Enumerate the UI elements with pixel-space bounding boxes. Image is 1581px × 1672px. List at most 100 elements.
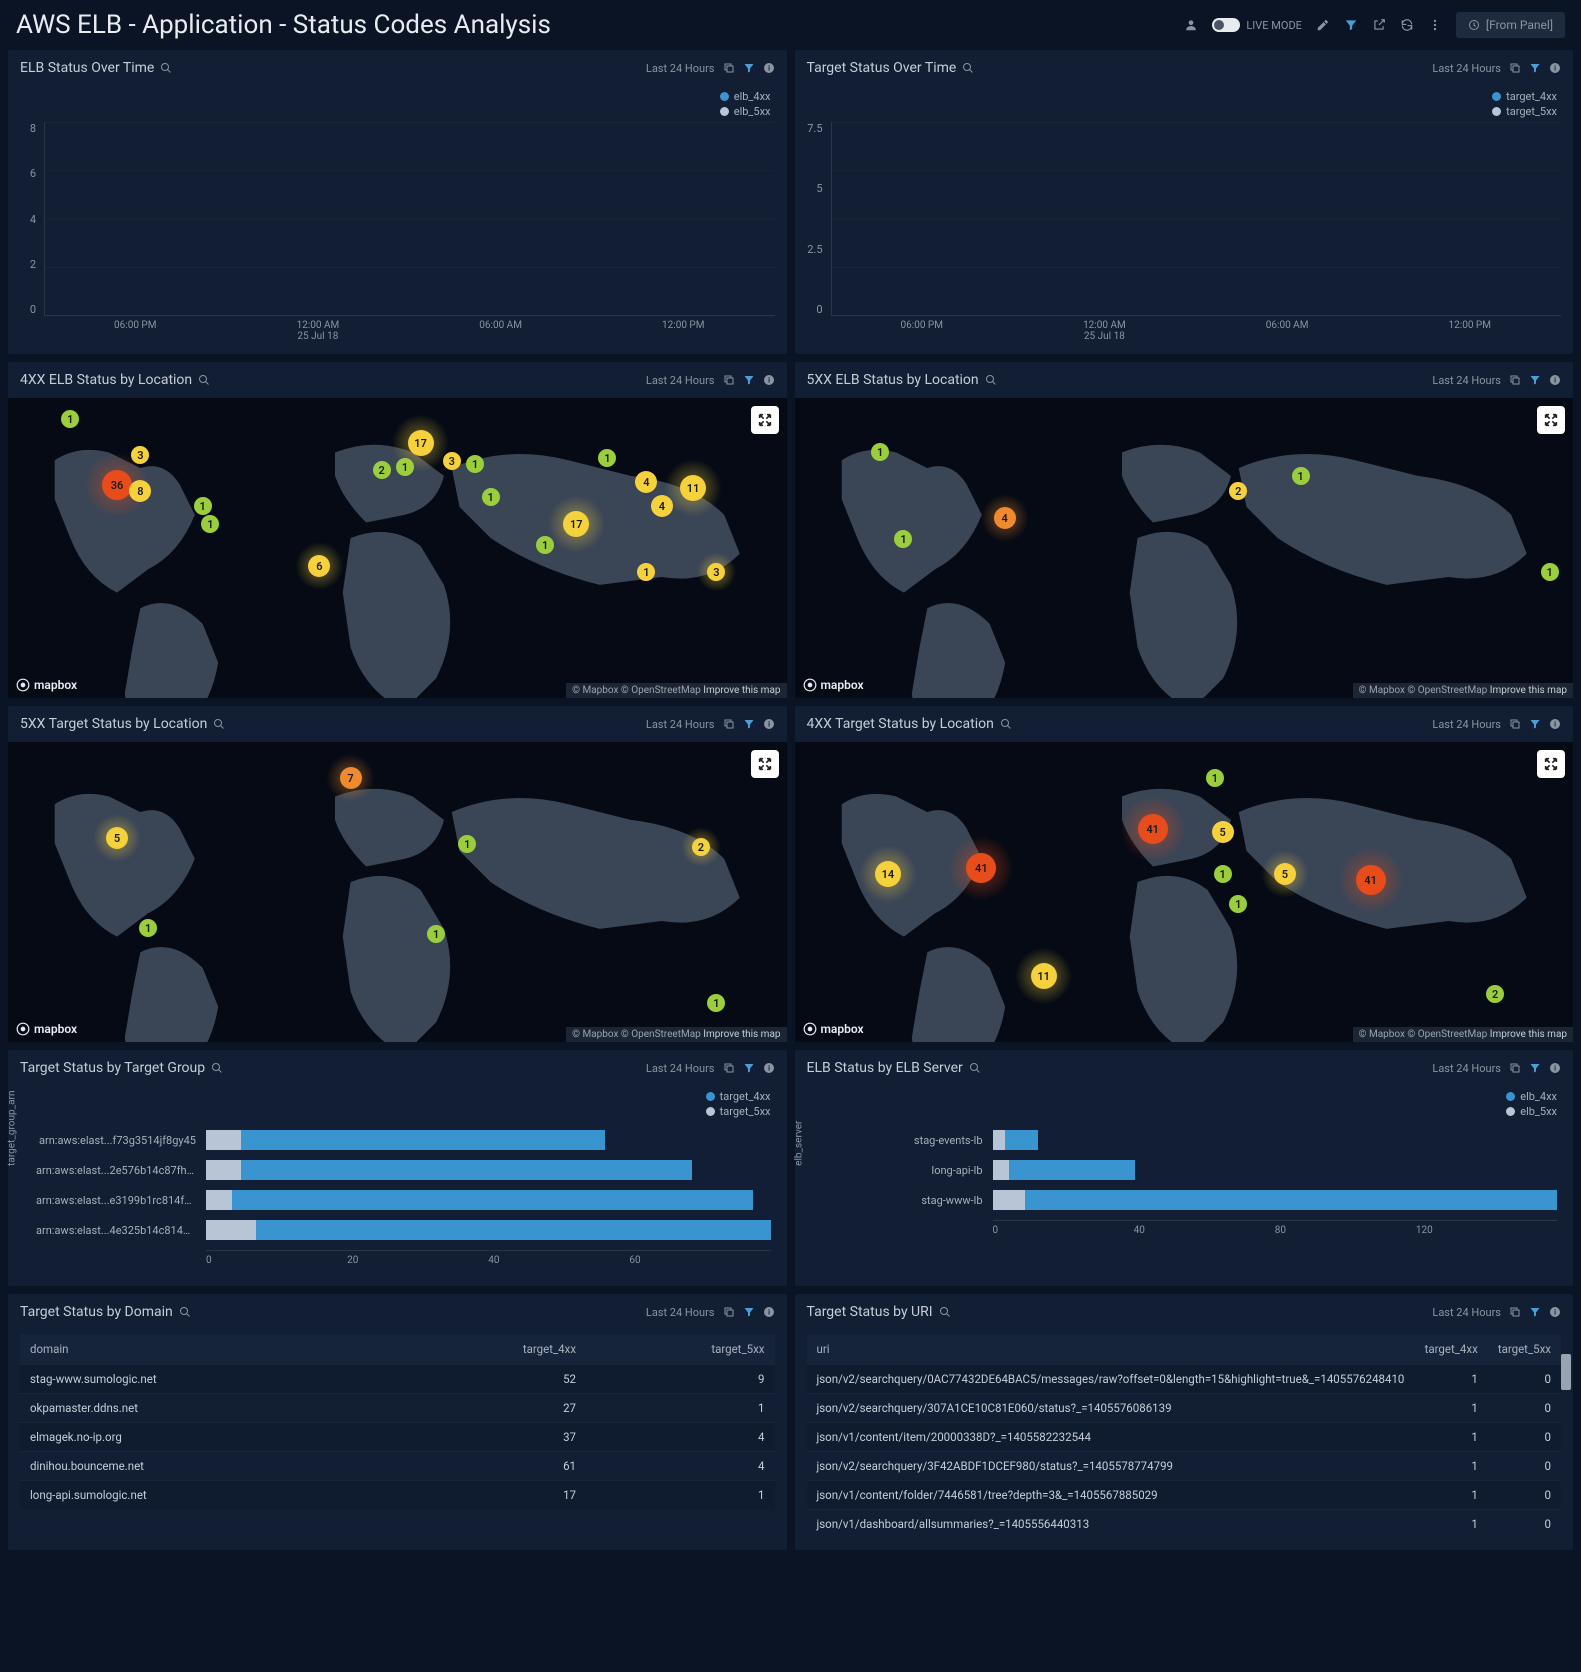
- map-marker[interactable]: 11: [680, 475, 706, 501]
- map-marker[interactable]: 41: [1356, 865, 1386, 895]
- filter-icon[interactable]: [1529, 62, 1541, 74]
- table-header[interactable]: domain: [20, 1334, 398, 1365]
- copy-icon[interactable]: [1509, 62, 1521, 74]
- table-row[interactable]: json/v2/searchquery/3F42ABDF1DCEF980/sta…: [807, 1452, 1562, 1481]
- map-marker[interactable]: 1: [894, 530, 912, 548]
- map-marker[interactable]: 4: [994, 507, 1016, 529]
- map-marker[interactable]: 1: [1206, 769, 1224, 787]
- map-marker[interactable]: 1: [201, 515, 219, 533]
- search-icon[interactable]: [1000, 718, 1012, 730]
- table-header[interactable]: target_4xx: [1415, 1334, 1488, 1365]
- map-marker[interactable]: 1: [139, 919, 157, 937]
- filter-icon[interactable]: [743, 62, 755, 74]
- map-marker[interactable]: 1: [1214, 865, 1232, 883]
- table-row[interactable]: dinihou.bounceme.net614: [20, 1452, 775, 1481]
- copy-icon[interactable]: [1509, 718, 1521, 730]
- table-row[interactable]: okpamaster.ddns.net271: [20, 1394, 775, 1423]
- info-icon[interactable]: i: [763, 374, 775, 386]
- filter-icon[interactable]: [1344, 18, 1358, 32]
- map-marker[interactable]: 1: [637, 563, 655, 581]
- map-marker[interactable]: 5: [1274, 863, 1296, 885]
- map-marker[interactable]: 1: [1229, 895, 1247, 913]
- filter-icon[interactable]: [1529, 374, 1541, 386]
- map-marker[interactable]: 4: [635, 471, 657, 493]
- map-marker[interactable]: 5: [106, 827, 128, 849]
- table-row[interactable]: stag-www.sumologic.net529: [20, 1365, 775, 1394]
- map-widget[interactable]: 1441114115115412 mapbox© Mapbox © OpenSt…: [795, 742, 1574, 1042]
- table-header[interactable]: target_5xx: [586, 1334, 774, 1365]
- map-marker[interactable]: 1: [482, 488, 500, 506]
- refresh-icon[interactable]: [1400, 18, 1414, 32]
- expand-icon[interactable]: [1537, 750, 1565, 778]
- map-marker[interactable]: 1: [598, 449, 616, 467]
- info-icon[interactable]: i: [1549, 62, 1561, 74]
- map-marker[interactable]: 2: [1486, 985, 1504, 1003]
- map-marker[interactable]: 2: [692, 838, 710, 856]
- search-icon[interactable]: [160, 62, 172, 74]
- info-icon[interactable]: i: [1549, 1306, 1561, 1318]
- copy-icon[interactable]: [723, 374, 735, 386]
- live-mode-toggle[interactable]: LIVE MODE: [1212, 18, 1302, 32]
- info-icon[interactable]: i: [1549, 374, 1561, 386]
- map-marker[interactable]: 17: [563, 511, 589, 537]
- map-marker[interactable]: 1: [871, 443, 889, 461]
- map-widget[interactable]: 114211 mapbox© Mapbox © OpenStreetMap Im…: [795, 398, 1574, 698]
- map-marker[interactable]: 3: [443, 452, 461, 470]
- table-row[interactable]: elmagek.no-ip.org374: [20, 1423, 775, 1452]
- search-icon[interactable]: [939, 1306, 951, 1318]
- filter-icon[interactable]: [743, 1062, 755, 1074]
- map-marker[interactable]: 1: [466, 455, 484, 473]
- table-row[interactable]: long-api.sumologic.net171: [20, 1481, 775, 1510]
- edit-icon[interactable]: [1316, 18, 1330, 32]
- filter-icon[interactable]: [1529, 1062, 1541, 1074]
- map-marker[interactable]: 41: [966, 853, 996, 883]
- map-marker[interactable]: 5: [1212, 821, 1234, 843]
- copy-icon[interactable]: [723, 718, 735, 730]
- from-panel-selector[interactable]: [From Panel]: [1456, 12, 1565, 38]
- search-icon[interactable]: [198, 374, 210, 386]
- map-marker[interactable]: 36: [102, 470, 132, 500]
- filter-icon[interactable]: [1529, 718, 1541, 730]
- filter-icon[interactable]: [1529, 1306, 1541, 1318]
- filter-icon[interactable]: [743, 1306, 755, 1318]
- map-marker[interactable]: 41: [1138, 814, 1168, 844]
- scrollbar-thumb[interactable]: [1561, 1354, 1571, 1390]
- map-widget[interactable]: 1336811621173111171441131 mapbox© Mapbox…: [8, 398, 787, 698]
- map-marker[interactable]: 1: [1292, 467, 1310, 485]
- table-row[interactable]: json/v1/dashboard/allsummaries?_=1405556…: [807, 1510, 1562, 1539]
- info-icon[interactable]: i: [1549, 718, 1561, 730]
- more-icon[interactable]: [1428, 18, 1442, 32]
- search-icon[interactable]: [213, 718, 225, 730]
- copy-icon[interactable]: [1509, 1306, 1521, 1318]
- map-widget[interactable]: 5171121 mapbox© Mapbox © OpenStreetMap I…: [8, 742, 787, 1042]
- table-header[interactable]: target_5xx: [1488, 1334, 1561, 1365]
- map-marker[interactable]: 11: [1031, 963, 1057, 989]
- table-header[interactable]: target_4xx: [398, 1334, 586, 1365]
- map-marker[interactable]: 1: [427, 925, 445, 943]
- map-marker[interactable]: 7: [340, 767, 362, 789]
- info-icon[interactable]: i: [1549, 1062, 1561, 1074]
- table-row[interactable]: json/v2/searchquery/307A1CE10C81E060/sta…: [807, 1394, 1562, 1423]
- map-marker[interactable]: 1: [707, 994, 725, 1012]
- info-icon[interactable]: i: [763, 1306, 775, 1318]
- copy-icon[interactable]: [1509, 1062, 1521, 1074]
- share-icon[interactable]: [1372, 18, 1386, 32]
- info-icon[interactable]: i: [763, 62, 775, 74]
- user-icon[interactable]: [1184, 18, 1198, 32]
- expand-icon[interactable]: [1537, 406, 1565, 434]
- search-icon[interactable]: [211, 1062, 223, 1074]
- expand-icon[interactable]: [751, 406, 779, 434]
- copy-icon[interactable]: [723, 62, 735, 74]
- copy-icon[interactable]: [1509, 374, 1521, 386]
- table-row[interactable]: json/v2/searchquery/0AC77432DE64BAC5/mes…: [807, 1365, 1562, 1394]
- table-header[interactable]: uri: [807, 1334, 1415, 1365]
- filter-icon[interactable]: [743, 718, 755, 730]
- map-marker[interactable]: 6: [308, 555, 330, 577]
- table-row[interactable]: json/v1/content/folder/7446581/tree?dept…: [807, 1481, 1562, 1510]
- map-marker[interactable]: 1: [61, 410, 79, 428]
- map-marker[interactable]: 1: [194, 497, 212, 515]
- expand-icon[interactable]: [751, 750, 779, 778]
- copy-icon[interactable]: [723, 1062, 735, 1074]
- search-icon[interactable]: [179, 1306, 191, 1318]
- map-marker[interactable]: 2: [373, 461, 391, 479]
